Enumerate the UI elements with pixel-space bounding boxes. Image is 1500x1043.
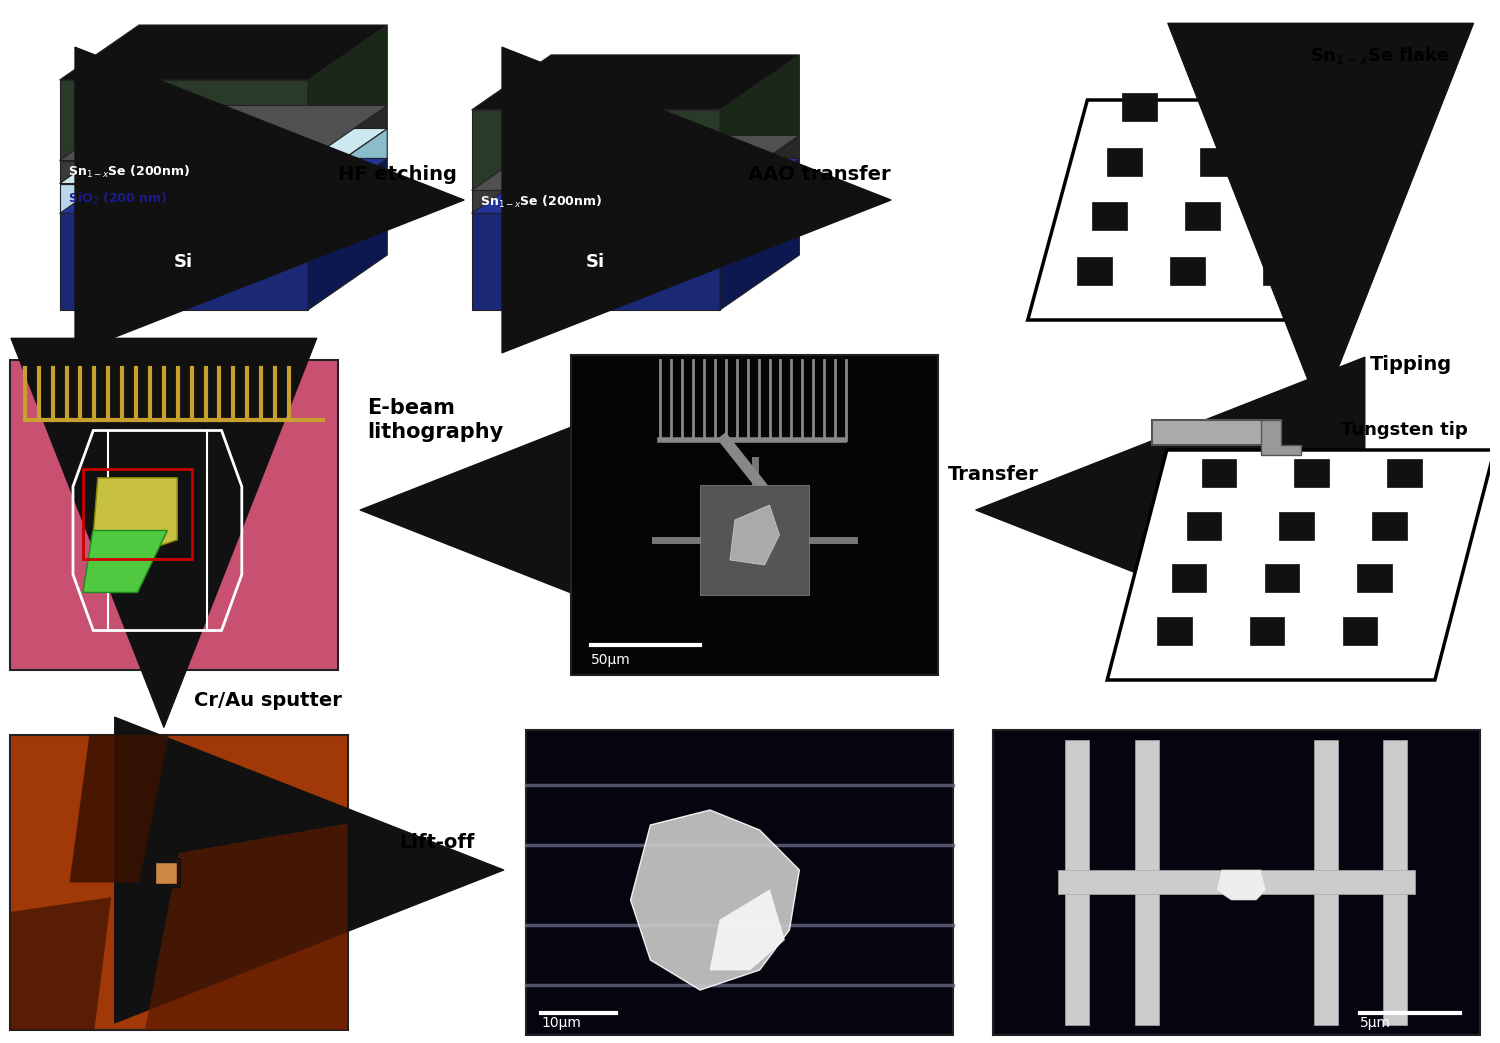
Polygon shape — [1280, 512, 1314, 539]
Bar — [572, 355, 939, 675]
Polygon shape — [720, 159, 800, 310]
Polygon shape — [60, 128, 387, 184]
Text: Cr/Au sputter: Cr/Au sputter — [194, 690, 342, 709]
Polygon shape — [146, 824, 348, 1030]
Polygon shape — [471, 214, 720, 310]
Polygon shape — [1152, 420, 1281, 445]
Polygon shape — [1262, 420, 1300, 455]
Polygon shape — [730, 505, 780, 565]
Polygon shape — [60, 214, 308, 310]
Polygon shape — [82, 531, 168, 592]
Polygon shape — [1122, 93, 1156, 121]
Polygon shape — [1136, 739, 1160, 1025]
Polygon shape — [1278, 202, 1312, 231]
Bar — [152, 858, 180, 887]
Polygon shape — [1077, 257, 1112, 285]
Polygon shape — [471, 55, 800, 110]
Polygon shape — [720, 136, 800, 214]
Text: Si: Si — [586, 252, 606, 271]
Polygon shape — [1028, 100, 1414, 320]
Text: Tungsten tip: Tungsten tip — [1341, 421, 1467, 439]
Text: HF etching: HF etching — [338, 166, 456, 185]
Polygon shape — [308, 128, 387, 214]
Polygon shape — [1263, 257, 1298, 285]
Bar — [154, 862, 177, 883]
Polygon shape — [1186, 512, 1221, 539]
Bar — [993, 730, 1479, 1035]
Polygon shape — [10, 897, 111, 1030]
Polygon shape — [471, 191, 720, 214]
Bar — [10, 735, 348, 1030]
Polygon shape — [308, 25, 387, 161]
Polygon shape — [1293, 148, 1328, 176]
Polygon shape — [1308, 93, 1342, 121]
Polygon shape — [60, 159, 387, 214]
Polygon shape — [93, 478, 177, 561]
Text: Sn$_{1-x}$Se (200nm): Sn$_{1-x}$Se (200nm) — [68, 164, 189, 180]
Text: Lift-off: Lift-off — [399, 832, 474, 851]
Polygon shape — [1185, 202, 1219, 231]
Polygon shape — [1107, 148, 1142, 176]
Text: Sn$_{1-x}$Se flake: Sn$_{1-x}$Se flake — [1227, 45, 1450, 138]
Polygon shape — [710, 890, 785, 970]
Polygon shape — [60, 80, 308, 161]
Polygon shape — [1264, 564, 1299, 592]
Polygon shape — [1388, 459, 1422, 487]
Polygon shape — [1058, 870, 1414, 894]
Polygon shape — [1065, 739, 1089, 1025]
Polygon shape — [630, 810, 800, 990]
Text: E-beam
lithography: E-beam lithography — [368, 398, 504, 441]
Polygon shape — [1200, 148, 1234, 176]
Polygon shape — [1342, 617, 1377, 645]
Polygon shape — [471, 136, 800, 191]
Polygon shape — [471, 110, 720, 191]
Polygon shape — [308, 105, 387, 184]
Bar — [700, 485, 810, 595]
Polygon shape — [60, 105, 387, 161]
Polygon shape — [1092, 202, 1126, 231]
Text: Tipping: Tipping — [1371, 356, 1452, 374]
Polygon shape — [1250, 617, 1284, 645]
Bar — [526, 730, 954, 1035]
Text: Sn$_{1-x}$Se (200nm): Sn$_{1-x}$Se (200nm) — [480, 194, 602, 210]
Polygon shape — [308, 159, 387, 310]
Polygon shape — [1383, 739, 1407, 1025]
Polygon shape — [1358, 564, 1392, 592]
Text: Si: Si — [174, 252, 194, 271]
Polygon shape — [60, 184, 308, 214]
Polygon shape — [471, 159, 800, 214]
Bar — [82, 468, 192, 558]
Polygon shape — [1202, 459, 1236, 487]
Polygon shape — [720, 55, 800, 191]
Polygon shape — [1294, 459, 1329, 487]
Text: SiO$_2$ (200 nm): SiO$_2$ (200 nm) — [68, 191, 166, 207]
Polygon shape — [60, 25, 387, 80]
Polygon shape — [69, 735, 170, 882]
Polygon shape — [1156, 617, 1191, 645]
Polygon shape — [1314, 739, 1338, 1025]
Text: AAO transfer: AAO transfer — [748, 166, 891, 185]
Polygon shape — [1170, 257, 1204, 285]
Text: 5μm: 5μm — [1360, 1016, 1392, 1030]
Polygon shape — [1372, 512, 1407, 539]
Text: Transfer: Transfer — [948, 465, 1038, 485]
Polygon shape — [1172, 564, 1206, 592]
Polygon shape — [60, 161, 308, 184]
Polygon shape — [1216, 870, 1266, 900]
Text: 10μm: 10μm — [542, 1016, 580, 1030]
Bar — [10, 360, 338, 670]
Polygon shape — [1107, 450, 1494, 680]
Text: 50μm: 50μm — [591, 653, 630, 668]
Polygon shape — [1215, 93, 1249, 121]
